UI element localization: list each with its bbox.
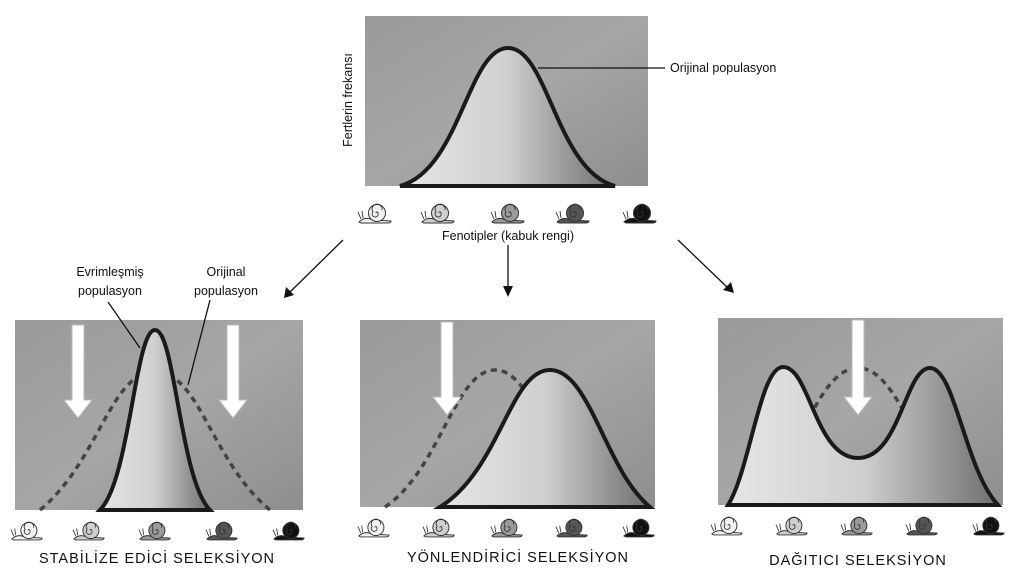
panel-title: YÖNLENDİRİCİ SELEKSİYON [407, 548, 629, 566]
snail [775, 516, 808, 536]
snail [555, 518, 588, 538]
snail [710, 516, 743, 536]
snail [357, 203, 392, 224]
connector-arrows [284, 239, 734, 298]
original-label: Orijinal [207, 265, 246, 279]
snail [905, 516, 938, 536]
snail [205, 521, 238, 541]
snail [490, 518, 523, 538]
snail [10, 521, 43, 541]
snail [490, 203, 525, 224]
phenotype-row [10, 521, 305, 541]
snail [272, 521, 305, 541]
snail [357, 518, 390, 538]
selection-arrow [842, 319, 874, 416]
original-label: populasyon [194, 284, 258, 298]
selection-arrow [431, 321, 463, 416]
snail [622, 518, 655, 538]
evolved-label: populasyon [78, 284, 142, 298]
snail [555, 203, 590, 224]
evolved-curve [724, 364, 1003, 507]
phenotype-row [710, 516, 1005, 536]
phenotype-row [357, 203, 657, 224]
snail [420, 203, 455, 224]
evolved-curve [432, 367, 656, 509]
y-axis-label: Fertlerin frekansı [341, 53, 355, 147]
snail [72, 521, 105, 541]
label-pointer [187, 299, 211, 386]
x-axis-label: Fenotipler (kabuk rengi) [442, 229, 574, 243]
evolved-curve [95, 327, 215, 512]
selection-arrow [217, 324, 249, 419]
panel-title: STABİLİZE EDİCİ SELEKSİYON [39, 549, 275, 567]
snail [622, 203, 657, 224]
selection-arrow [62, 324, 94, 419]
snail [422, 518, 455, 538]
label-pointer [107, 301, 141, 349]
original-curve [38, 370, 272, 512]
phenotype-row [357, 518, 655, 538]
snail [138, 521, 171, 541]
panel-title: DAĞITICI SELEKSİYON [769, 551, 947, 569]
original-curve [399, 45, 616, 188]
evolved-label: Evrimleşmiş [76, 265, 143, 279]
snail [840, 516, 873, 536]
snail [972, 516, 1005, 536]
curve-label: Orijinal populasyon [670, 61, 776, 75]
